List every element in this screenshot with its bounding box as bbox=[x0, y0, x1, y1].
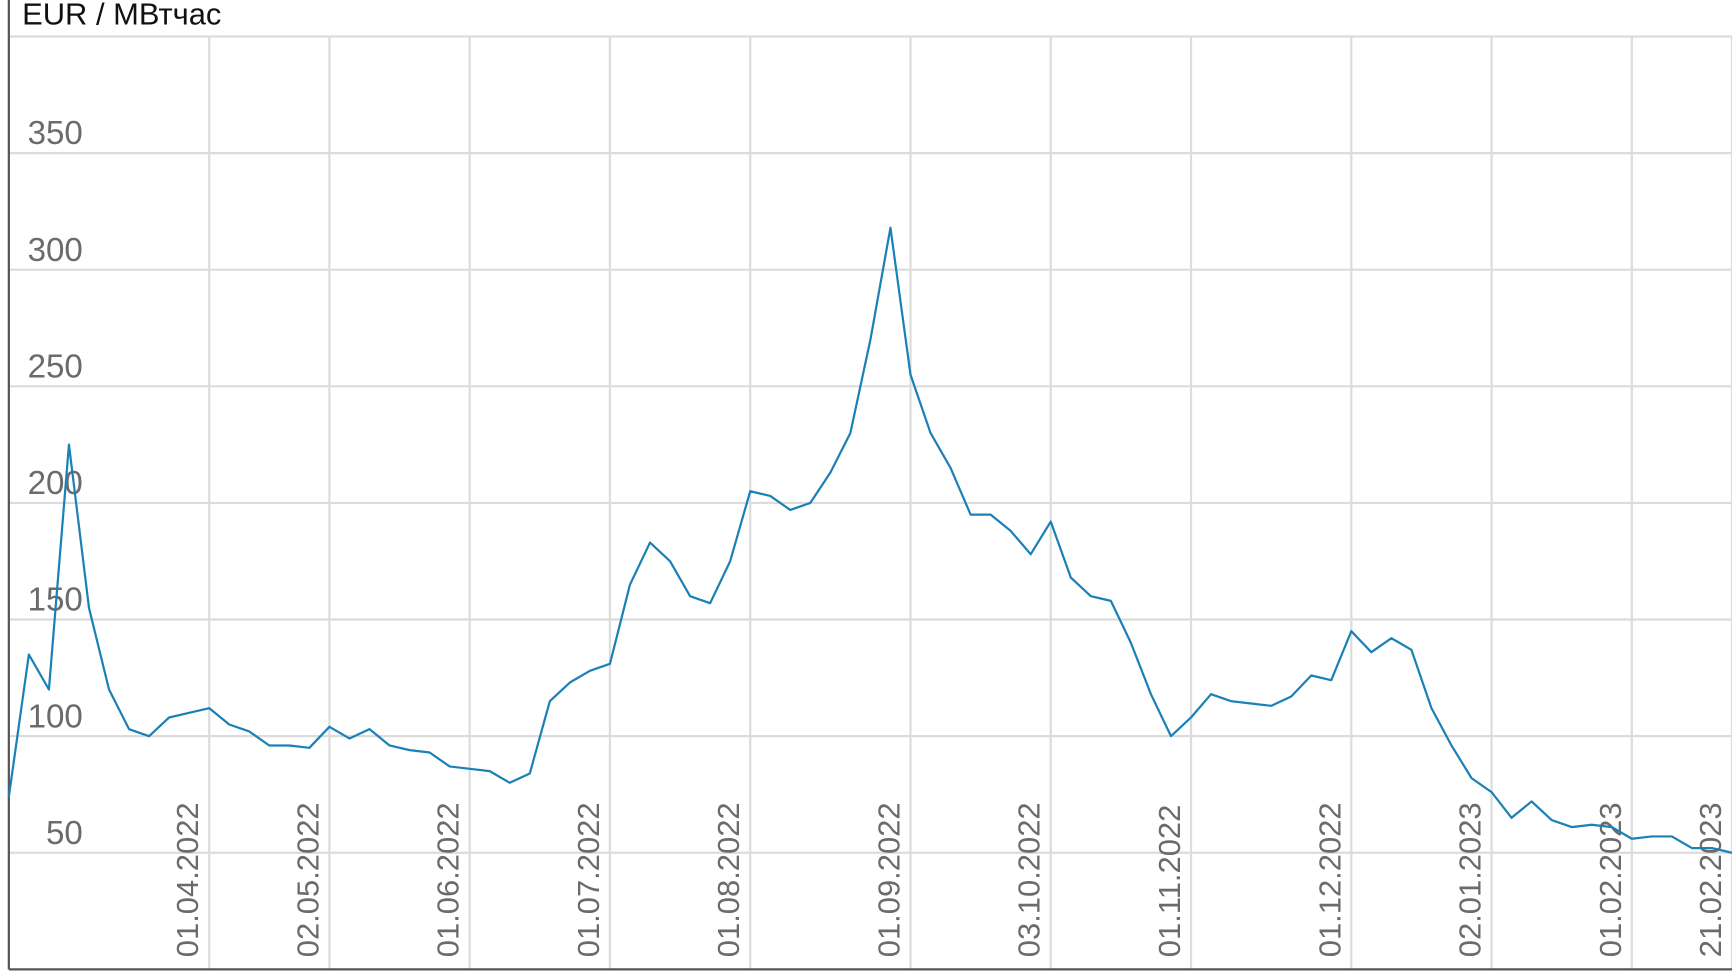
chart-title: EUR / МВтчас bbox=[22, 0, 221, 31]
x-tick-label: 01.07.2022 bbox=[571, 802, 606, 957]
y-tick-label: 50 bbox=[46, 815, 83, 852]
x-tick-label: 01.06.2022 bbox=[431, 802, 466, 957]
x-tick-label: 01.11.2022 bbox=[1152, 805, 1187, 958]
x-tick-label: 01.08.2022 bbox=[711, 802, 746, 957]
x-tick-label: 01.04.2022 bbox=[170, 802, 205, 957]
x-tick-label: 21.02.2023 bbox=[1693, 802, 1728, 957]
y-tick-label: 100 bbox=[28, 698, 83, 735]
data-line bbox=[7, 226, 1732, 854]
x-tick-label: 02.01.2023 bbox=[1453, 802, 1488, 957]
x-tick-label: 03.10.2022 bbox=[1012, 802, 1047, 957]
x-tick-label: 01.12.2022 bbox=[1312, 802, 1347, 957]
x-tick-label: 01.09.2022 bbox=[871, 802, 906, 957]
x-tick-label: 01.02.2023 bbox=[1593, 802, 1628, 957]
y-tick-label: 350 bbox=[28, 115, 83, 152]
y-tick-label: 300 bbox=[28, 232, 83, 269]
x-tick-label: 02.05.2022 bbox=[290, 802, 325, 957]
y-tick-label: 250 bbox=[28, 348, 83, 385]
